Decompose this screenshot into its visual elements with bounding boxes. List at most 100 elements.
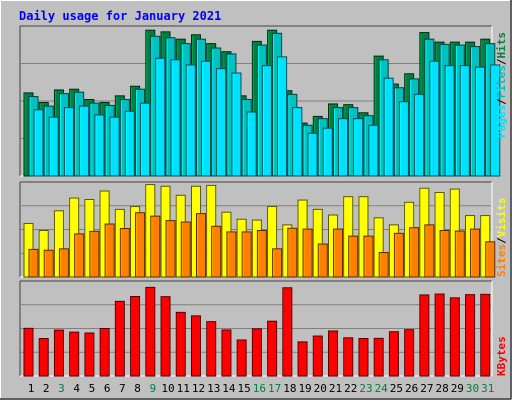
bar-pages-day-22 <box>353 118 364 177</box>
panel-hits-files-pages <box>19 25 501 177</box>
legend-item-pages: Pages <box>495 105 508 138</box>
x-tick-label-day-8: 8 <box>134 382 141 395</box>
bar-pages-day-7 <box>124 110 135 177</box>
chart-panels <box>19 25 501 377</box>
bar-sites-day-23 <box>363 235 374 278</box>
bar-pages-day-25 <box>398 101 409 177</box>
bar-sites-day-28 <box>439 230 450 278</box>
legend-text: Sites/Visits <box>495 198 508 278</box>
bar-sites-day-27 <box>424 224 435 278</box>
bar-kbytes-day-16 <box>251 328 262 377</box>
bar-kbytes-day-23 <box>358 338 369 377</box>
legend-separator: / <box>495 98 508 105</box>
bar-sites-day-18 <box>287 227 298 278</box>
legend-item-kbytes: KBytes <box>495 336 508 376</box>
bar-pages-day-13 <box>216 68 227 177</box>
x-tick-label-day-24: 24 <box>375 382 389 395</box>
bar-pages-day-8 <box>140 102 151 177</box>
bar-sites-day-1 <box>28 248 39 278</box>
x-tick-label-day-10: 10 <box>161 382 174 395</box>
bar-sites-day-10 <box>165 220 176 278</box>
x-tick-label-day-25: 25 <box>390 382 403 395</box>
bar-pages-day-17 <box>277 56 288 177</box>
bar-pages-day-21 <box>338 118 349 177</box>
panel-kbytes <box>19 280 493 377</box>
bar-sites-day-21 <box>333 228 344 278</box>
x-tick-label-day-1: 1 <box>28 382 35 395</box>
bar-sites-day-15 <box>241 231 252 278</box>
bar-sites-day-30 <box>470 228 481 278</box>
bar-sites-day-22 <box>348 235 359 278</box>
chart-legends: Pages/Files/Hits Sites/Visits KBytes <box>495 32 508 376</box>
x-tick-label-day-14: 14 <box>222 382 236 395</box>
bar-kbytes-day-30 <box>465 294 476 377</box>
bar-kbytes-day-17 <box>267 320 278 377</box>
x-tick-label-day-6: 6 <box>104 382 111 395</box>
bar-pages-day-15 <box>246 111 257 177</box>
bar-pages-day-10 <box>170 59 181 177</box>
x-tick-label-day-27: 27 <box>420 382 433 395</box>
bar-kbytes-day-10 <box>160 296 171 377</box>
bar-pages-day-18 <box>292 107 303 177</box>
bar-kbytes-day-20 <box>312 335 323 377</box>
bar-kbytes-day-9 <box>145 286 156 377</box>
bar-sites-day-11 <box>180 221 191 278</box>
bar-sites-day-26 <box>409 227 420 278</box>
bar-sites-day-5 <box>89 230 100 278</box>
bar-kbytes-day-3 <box>53 329 64 377</box>
bar-pages-day-27 <box>429 60 440 177</box>
bar-kbytes-day-7 <box>114 300 125 377</box>
bar-pages-day-2 <box>48 116 59 177</box>
x-tick-label-day-3: 3 <box>58 382 65 395</box>
bar-sites-day-20 <box>317 243 328 278</box>
x-tick-label-day-4: 4 <box>73 382 80 395</box>
legend-separator: / <box>495 58 508 65</box>
bar-sites-day-2 <box>43 249 54 278</box>
bar-sites-day-3 <box>58 248 69 278</box>
bar-pages-day-19 <box>307 132 318 177</box>
x-axis-labels: 1 2 3 4 5 6 7 8 9 10 11 12 13 14 15 16 17 18 19 20 21 22 23 24 2… <box>28 382 495 395</box>
x-tick-label-day-21: 21 <box>329 382 342 395</box>
x-tick-label-day-2: 2 <box>43 382 50 395</box>
bar-kbytes-day-5 <box>84 332 95 377</box>
bar-kbytes-day-1 <box>23 327 34 377</box>
x-tick-label-day-30: 30 <box>466 382 479 395</box>
bar-kbytes-day-2 <box>38 338 49 377</box>
bar-kbytes-day-15 <box>236 339 247 377</box>
bar-pages-day-11 <box>185 64 196 177</box>
x-tick-label-day-19: 19 <box>298 382 311 395</box>
bar-kbytes-day-27 <box>419 294 430 377</box>
bar-sites-day-4 <box>74 233 85 278</box>
bar-pages-day-29 <box>459 65 470 177</box>
bar-kbytes-day-19 <box>297 341 308 377</box>
legend-separator: / <box>495 237 508 244</box>
bar-sites-day-9 <box>150 215 161 278</box>
bar-kbytes-day-28 <box>434 293 445 377</box>
x-tick-label-day-18: 18 <box>283 382 296 395</box>
bar-sites-day-17 <box>272 248 283 278</box>
bar-pages-day-12 <box>200 60 211 177</box>
panel-visits-sites <box>19 181 496 278</box>
x-tick-label-day-5: 5 <box>89 382 96 395</box>
bar-pages-day-16 <box>261 65 272 177</box>
bar-pages-day-24 <box>383 77 394 177</box>
bar-pages-day-28 <box>444 65 455 177</box>
bar-sites-day-13 <box>211 225 222 278</box>
bar-pages-day-3 <box>63 107 74 177</box>
bar-sites-day-12 <box>195 213 206 278</box>
x-tick-label-day-7: 7 <box>119 382 126 395</box>
bar-sites-day-14 <box>226 231 237 278</box>
x-tick-label-day-9: 9 <box>149 382 156 395</box>
bar-sites-day-24 <box>378 251 389 278</box>
bar-kbytes-day-4 <box>69 331 80 377</box>
legend-text: Pages/Files/Hits <box>495 32 508 138</box>
legend-item-visits: Visits <box>495 198 508 238</box>
x-tick-label-day-11: 11 <box>177 382 190 395</box>
bar-sites-day-25 <box>393 232 404 278</box>
bar-pages-day-6 <box>109 116 120 177</box>
bar-kbytes-day-12 <box>190 315 201 377</box>
bar-pages-day-26 <box>414 93 425 177</box>
bar-kbytes-day-24 <box>373 337 384 377</box>
legend-item-files: Files <box>495 65 508 98</box>
